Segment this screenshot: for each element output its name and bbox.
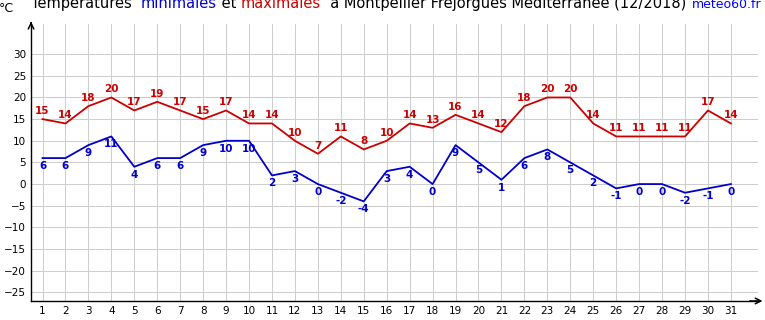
Text: 17: 17 [701, 97, 715, 108]
Text: 14: 14 [471, 110, 486, 120]
Text: 11: 11 [334, 124, 348, 133]
Text: 11: 11 [632, 124, 646, 133]
Text: 15: 15 [196, 106, 210, 116]
Text: 17: 17 [127, 97, 142, 108]
Text: 18: 18 [517, 93, 532, 103]
Text: °C: °C [0, 2, 14, 15]
Text: 14: 14 [402, 110, 417, 120]
Text: et: et [217, 0, 241, 11]
Text: 20: 20 [563, 84, 578, 94]
Text: 0: 0 [314, 187, 321, 197]
Text: 1: 1 [498, 183, 505, 193]
Text: 0: 0 [728, 187, 734, 197]
Text: 4: 4 [406, 170, 413, 180]
Text: maximales: maximales [241, 0, 321, 11]
Text: 0: 0 [659, 187, 666, 197]
Text: 15: 15 [35, 106, 50, 116]
Text: 2: 2 [269, 179, 275, 188]
Text: 10: 10 [242, 144, 256, 154]
Text: -1: -1 [610, 191, 622, 201]
Text: -1: -1 [702, 191, 714, 201]
Text: 9: 9 [452, 148, 459, 158]
Text: 2: 2 [590, 179, 597, 188]
Text: -2: -2 [679, 196, 691, 206]
Text: 17: 17 [173, 97, 187, 108]
Text: 9: 9 [200, 148, 207, 158]
Text: 8: 8 [360, 136, 367, 147]
Text: 6: 6 [154, 161, 161, 171]
Text: 9: 9 [85, 148, 92, 158]
Text: 13: 13 [425, 115, 440, 125]
Text: 6: 6 [39, 161, 46, 171]
Text: 10: 10 [379, 128, 394, 138]
Text: 14: 14 [586, 110, 601, 120]
Text: meteo60.fr: meteo60.fr [692, 0, 761, 11]
Text: à Montpellier Frejorgues Mediterranee (12/2018): à Montpellier Frejorgues Mediterranee (1… [321, 0, 686, 11]
Text: 6: 6 [521, 161, 528, 171]
Text: 3: 3 [383, 174, 390, 184]
Text: 6: 6 [62, 161, 69, 171]
Text: 11: 11 [104, 140, 119, 149]
Text: 11: 11 [655, 124, 669, 133]
Text: 0: 0 [429, 187, 436, 197]
Text: 14: 14 [724, 110, 738, 120]
Text: -4: -4 [358, 204, 369, 214]
Text: 10: 10 [219, 144, 233, 154]
Text: 0: 0 [636, 187, 643, 197]
Text: 19: 19 [150, 89, 164, 99]
Text: 8: 8 [544, 152, 551, 163]
Text: 18: 18 [81, 93, 96, 103]
Text: 7: 7 [314, 141, 321, 151]
Text: 17: 17 [219, 97, 233, 108]
Text: minimales: minimales [141, 0, 217, 11]
Text: 5: 5 [567, 165, 574, 175]
Text: 16: 16 [448, 102, 463, 112]
Text: 3: 3 [291, 174, 298, 184]
Text: 4: 4 [131, 170, 138, 180]
Text: 6: 6 [177, 161, 184, 171]
Text: -2: -2 [335, 196, 347, 206]
Text: 5: 5 [475, 165, 482, 175]
Text: 14: 14 [242, 110, 256, 120]
Text: 14: 14 [265, 110, 279, 120]
Text: 12: 12 [494, 119, 509, 129]
Text: 11: 11 [609, 124, 623, 133]
Text: 11: 11 [678, 124, 692, 133]
Text: 10: 10 [288, 128, 302, 138]
Text: 20: 20 [104, 84, 119, 94]
Text: 14: 14 [58, 110, 73, 120]
Text: 20: 20 [540, 84, 555, 94]
Text: Témpératures: Témpératures [31, 0, 141, 11]
